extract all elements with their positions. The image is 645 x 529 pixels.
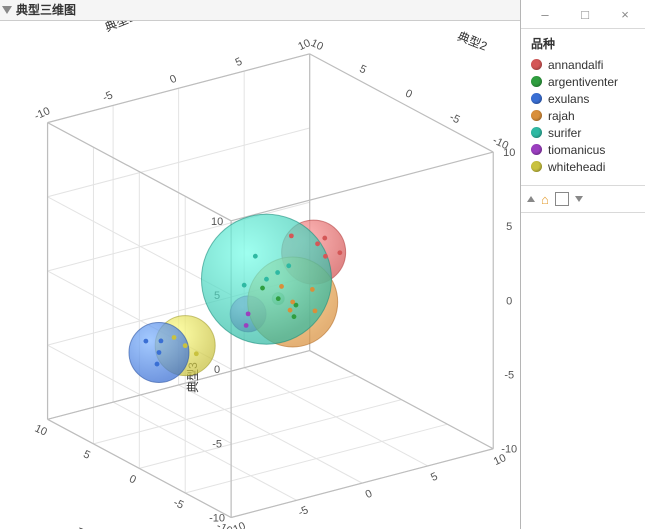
legend-label: exulans	[548, 92, 589, 106]
plot-area[interactable]: -10-50510-10-50510-10-50510-10-50510-10-…	[0, 21, 520, 529]
svg-text:-5: -5	[448, 111, 462, 126]
scatter-point	[279, 284, 284, 289]
toolbar-square-icon[interactable]	[555, 192, 569, 206]
svg-text:0: 0	[214, 364, 220, 376]
svg-text:0: 0	[168, 73, 179, 86]
scatter-point	[292, 314, 297, 319]
title-bar[interactable]: 典型三维图	[0, 0, 520, 21]
root: 典型三维图 -10-50510-10-50510-10-50510-10-505…	[0, 0, 645, 529]
svg-text:0: 0	[127, 473, 138, 486]
svg-text:-5: -5	[504, 370, 514, 382]
legend-swatch-icon	[531, 161, 542, 172]
toolbar-dropdown-icon[interactable]	[575, 196, 583, 202]
window-maximize-button[interactable]: □	[565, 0, 605, 28]
scatter-point	[290, 300, 295, 305]
legend-toolbar: ⌂	[521, 186, 645, 213]
svg-text:10: 10	[211, 216, 223, 228]
scatter-point	[275, 270, 280, 275]
legend-label: tiomanicus	[548, 143, 605, 157]
scatter-point	[172, 335, 177, 340]
svg-text:0: 0	[364, 488, 375, 501]
window-titlebar: – □ ×	[521, 0, 645, 29]
svg-text:-5: -5	[172, 497, 186, 512]
svg-text:-10: -10	[228, 520, 247, 529]
scatter-point	[322, 236, 327, 241]
legend-label: annandalfi	[548, 58, 603, 72]
svg-text:5: 5	[81, 448, 92, 461]
scatter-point	[313, 308, 318, 313]
scatter-point	[315, 241, 320, 246]
scatter-point	[264, 277, 269, 282]
legend-label: whiteheadi	[548, 160, 605, 174]
svg-text:0: 0	[506, 295, 512, 307]
svg-text:0: 0	[403, 88, 414, 101]
window-minimize-button[interactable]: –	[525, 0, 565, 28]
scatter-point	[260, 286, 265, 291]
svg-text:-10: -10	[33, 105, 52, 123]
chart-panel: 典型三维图 -10-50510-10-50510-10-50510-10-505…	[0, 0, 520, 529]
legend-swatch-icon	[531, 93, 542, 104]
legend-item[interactable]: annandalfi	[531, 56, 635, 73]
scatter-point	[244, 323, 249, 328]
legend-swatch-icon	[531, 144, 542, 155]
scatter-point	[337, 250, 342, 255]
side-panel: – □ × 品种 annandalfi argentiventer exulans r…	[520, 0, 645, 529]
svg-text:-5: -5	[296, 504, 310, 519]
window-close-button[interactable]: ×	[605, 0, 645, 28]
scatter-point	[155, 362, 160, 367]
svg-text:典型1: 典型1	[103, 21, 137, 34]
scatter-point	[159, 339, 164, 344]
svg-text:5: 5	[429, 470, 440, 483]
svg-text:5: 5	[234, 56, 245, 69]
legend-item[interactable]: argentiventer	[531, 73, 635, 90]
scatter-point	[310, 287, 315, 292]
legend-item[interactable]: rajah	[531, 107, 635, 124]
scatter-point	[288, 308, 293, 313]
legend: 品种 annandalfi argentiventer exulans rajah su…	[521, 29, 645, 186]
svg-text:10: 10	[503, 147, 515, 159]
scatter-point	[194, 351, 199, 356]
legend-item[interactable]: exulans	[531, 90, 635, 107]
svg-text:-5: -5	[101, 89, 115, 104]
scatter-point	[183, 343, 188, 348]
scatter-point	[289, 233, 294, 238]
scatter-point	[246, 311, 251, 316]
svg-text:5: 5	[506, 221, 512, 233]
legend-item[interactable]: surifer	[531, 124, 635, 141]
scatter-point	[143, 339, 148, 344]
legend-swatch-icon	[531, 76, 542, 87]
scatter-point	[157, 350, 162, 355]
legend-item[interactable]: tiomanicus	[531, 141, 635, 158]
scatter-point	[242, 283, 247, 288]
svg-text:-5: -5	[212, 438, 222, 450]
plot-3d[interactable]: -10-50510-10-50510-10-50510-10-50510-10-…	[0, 21, 520, 529]
chart-title: 典型三维图	[16, 0, 76, 20]
svg-text:典型2: 典型2	[455, 29, 489, 54]
scatter-point	[253, 254, 258, 259]
toolbar-up-icon[interactable]	[527, 196, 535, 202]
disclosure-icon[interactable]	[2, 6, 12, 14]
svg-text:10: 10	[309, 37, 325, 53]
legend-swatch-icon	[531, 59, 542, 70]
svg-text:10: 10	[33, 423, 49, 439]
legend-swatch-icon	[531, 127, 542, 138]
legend-swatch-icon	[531, 110, 542, 121]
scatter-point	[276, 296, 281, 301]
svg-text:5: 5	[358, 63, 369, 76]
legend-label: argentiventer	[548, 75, 618, 89]
legend-item[interactable]: whiteheadi	[531, 158, 635, 175]
scatter-point	[323, 254, 328, 259]
legend-label: rajah	[548, 109, 575, 123]
scatter-point	[286, 263, 291, 268]
svg-text:典型2: 典型2	[74, 524, 108, 529]
legend-label: surifer	[548, 126, 581, 140]
toolbar-home-icon[interactable]: ⌂	[541, 192, 549, 207]
legend-title: 品种	[531, 35, 635, 52]
